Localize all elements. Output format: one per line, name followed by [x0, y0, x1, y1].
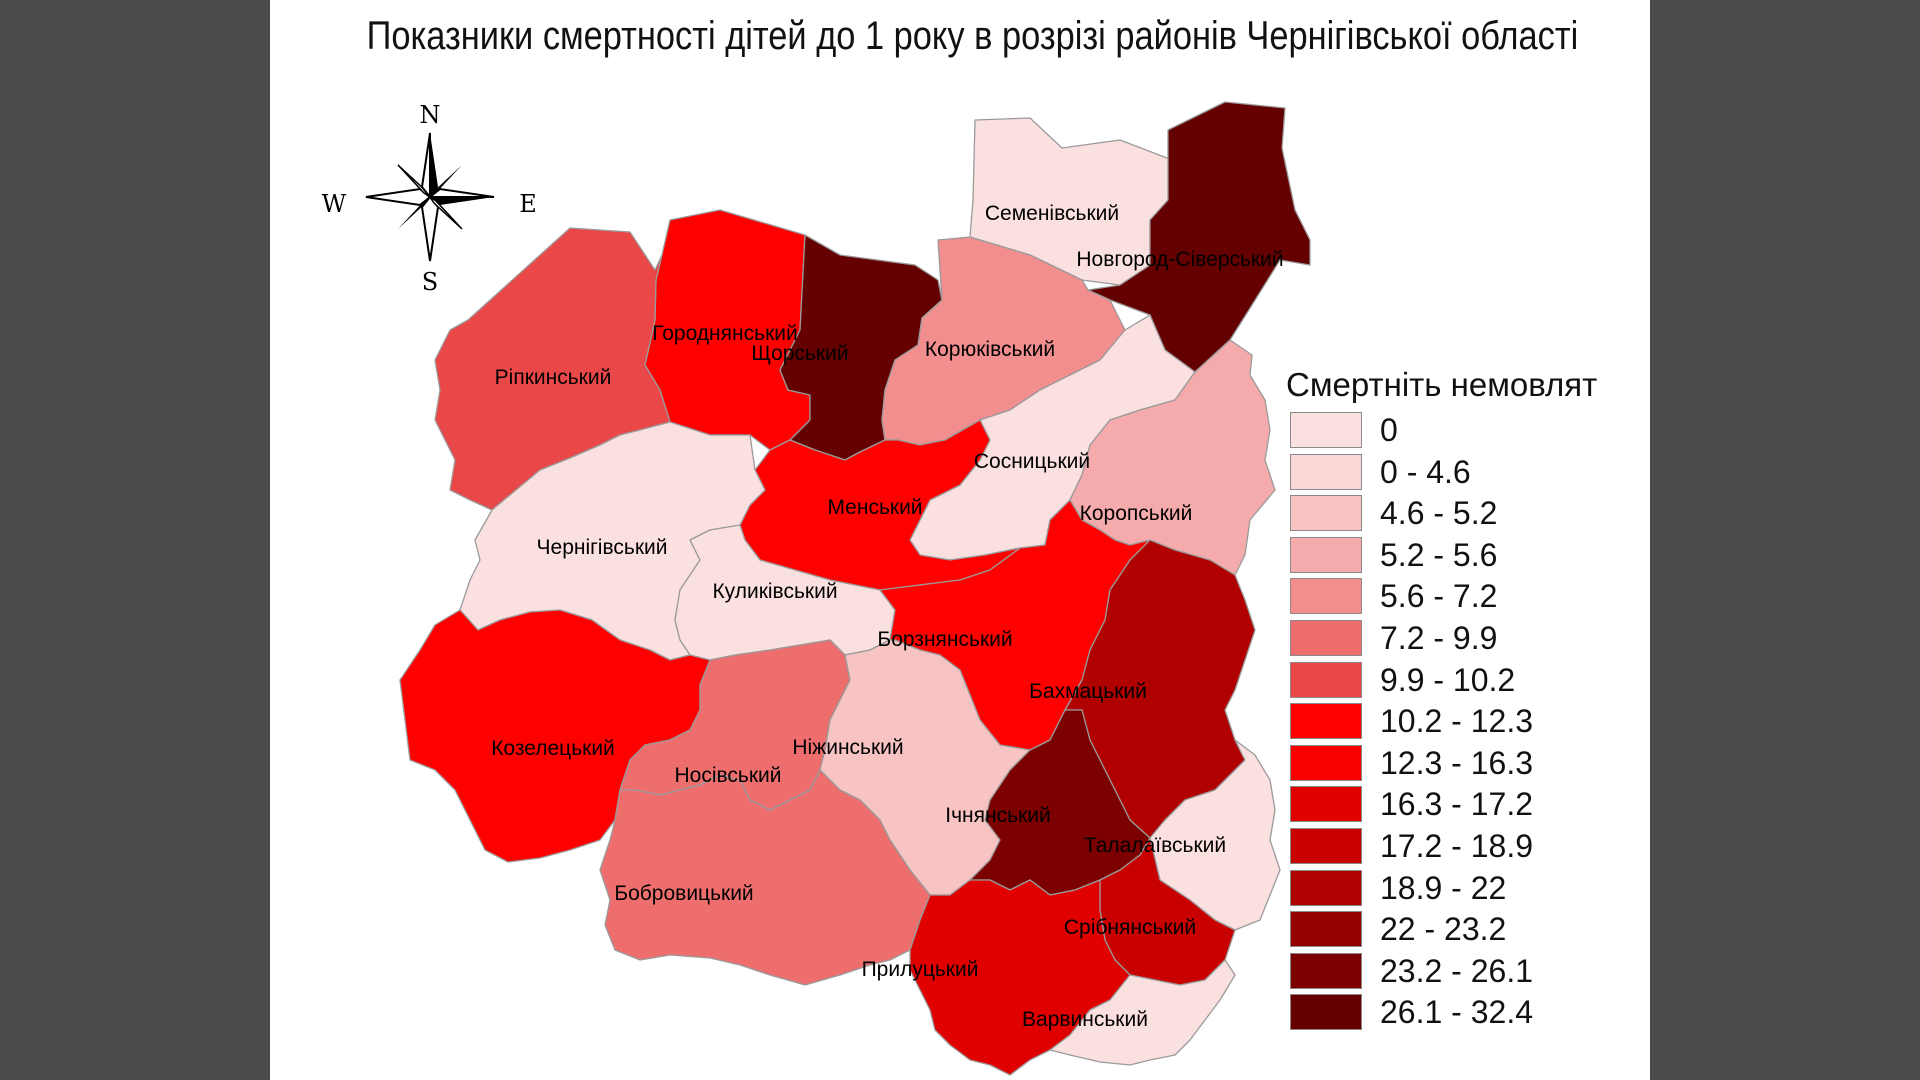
- compass-north: N: [420, 101, 441, 129]
- legend-label: 7.2 - 9.9: [1380, 619, 1498, 656]
- legend-swatch: [1290, 952, 1362, 989]
- legend-label: 0 - 4.6: [1380, 453, 1471, 490]
- label-koriukivskyi: Корюківський: [925, 338, 1055, 361]
- label-semenivskyi: Семенівський: [985, 202, 1119, 225]
- compass-south: S: [422, 268, 438, 296]
- label-talalaivskyi: Талалаївський: [1084, 834, 1226, 857]
- label-menskyi: Менський: [827, 496, 922, 519]
- legend-swatch: [1290, 453, 1362, 490]
- legend-label: 4.6 - 5.2: [1380, 495, 1498, 532]
- legend-swatch: [1290, 536, 1362, 573]
- label-varvynskyi: Варвинський: [1022, 1008, 1148, 1031]
- compass-west: W: [322, 190, 347, 218]
- district-varvynskyi[interactable]: [1049, 959, 1236, 1066]
- legend-swatch: [1290, 786, 1362, 823]
- legend-label: 0: [1380, 412, 1398, 448]
- legend-label: 5.2 - 5.6: [1380, 536, 1498, 573]
- legend-swatch: [1290, 495, 1362, 532]
- legend-label: 18.9 - 22: [1380, 869, 1507, 906]
- label-borznianskyi: Борзнянський: [877, 628, 1012, 651]
- legend-swatch: [1290, 744, 1362, 781]
- map-title: Показники смертності дітей до 1 року в р…: [366, 14, 1579, 58]
- label-kozeletskyi: Козелецький: [491, 737, 615, 760]
- label-prylutskyi: Прилуцький: [862, 958, 979, 981]
- label-kulykivskyi: Куликівський: [712, 580, 837, 603]
- label-ichnianskyi: Ічнянський: [945, 804, 1050, 827]
- legend-label: 16.3 - 17.2: [1380, 786, 1533, 823]
- label-bakhmatskyi: Бахмацький: [1029, 680, 1147, 703]
- legend-label: 22 - 23.2: [1380, 911, 1507, 948]
- legend-swatch: [1290, 994, 1362, 1031]
- legend-title: Смертніть немовлят: [1286, 366, 1598, 403]
- legend-swatch: [1290, 619, 1362, 656]
- label-nosivskyi: Носівський: [674, 764, 781, 787]
- label-koropskyi: Коропський: [1080, 502, 1193, 525]
- compass-rose-icon: N S E W: [322, 101, 537, 296]
- label-nizhynskyi: Ніжинський: [792, 736, 903, 759]
- legend-label: 10.2 - 12.3: [1380, 703, 1533, 740]
- legend-label: 9.9 - 10.2: [1380, 661, 1516, 698]
- legend-label: 23.2 - 26.1: [1380, 952, 1533, 989]
- label-ripkynskyi: Ріпкинський: [495, 366, 612, 389]
- legend-swatch: [1290, 661, 1362, 698]
- slide-canvas: Показники смертності дітей до 1 року в р…: [270, 0, 1650, 1080]
- legend-swatch: [1290, 869, 1362, 906]
- label-chernihivskyi: Чернігівський: [537, 536, 668, 559]
- label-bobrovytskyi: Бобровицький: [614, 882, 753, 905]
- legend-swatch: [1290, 412, 1362, 448]
- legend-swatch: [1290, 911, 1362, 948]
- legend-label: 26.1 - 32.4: [1380, 994, 1533, 1031]
- legend-label: 12.3 - 16.3: [1380, 744, 1533, 781]
- compass-east: E: [519, 190, 537, 218]
- district-map: N S E W Семенівський Новгород-Сіверський…: [322, 101, 1311, 1076]
- label-sosnytskyi: Сосницький: [974, 450, 1090, 473]
- legend-swatch: [1290, 827, 1362, 864]
- label-shchorskyi: Щорський: [751, 342, 848, 365]
- label-horodnianskyi: Городнянський: [652, 322, 797, 345]
- legend-label: 5.6 - 7.2: [1380, 578, 1498, 615]
- legend-swatch: [1290, 703, 1362, 740]
- legend-label: 17.2 - 18.9: [1380, 827, 1533, 864]
- label-novhorod-siverskyi: Новгород-Сіверський: [1076, 248, 1283, 271]
- label-sribnianskyi: Срібнянський: [1064, 916, 1196, 939]
- legend-swatch: [1290, 578, 1362, 615]
